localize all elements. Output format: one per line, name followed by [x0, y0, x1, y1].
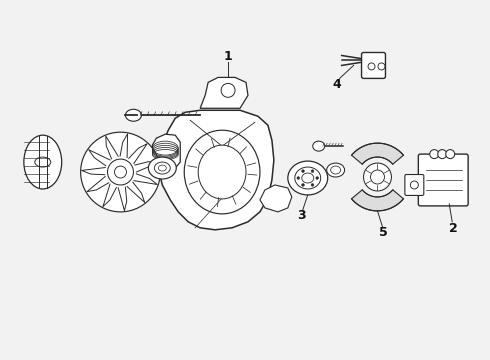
- Circle shape: [446, 150, 455, 159]
- Ellipse shape: [295, 167, 321, 189]
- Text: 1: 1: [224, 50, 232, 63]
- Ellipse shape: [302, 173, 314, 183]
- Circle shape: [370, 170, 385, 184]
- Ellipse shape: [313, 141, 325, 151]
- Text: 3: 3: [297, 210, 306, 222]
- Circle shape: [221, 84, 235, 97]
- Circle shape: [430, 150, 439, 159]
- Ellipse shape: [327, 163, 344, 177]
- Circle shape: [81, 132, 160, 212]
- Circle shape: [311, 170, 314, 172]
- Text: 2: 2: [449, 222, 458, 235]
- Circle shape: [378, 63, 385, 70]
- Circle shape: [302, 170, 304, 172]
- Polygon shape: [158, 110, 274, 230]
- Ellipse shape: [154, 162, 171, 174]
- Circle shape: [302, 184, 304, 186]
- FancyBboxPatch shape: [405, 175, 424, 195]
- Ellipse shape: [24, 135, 62, 189]
- Ellipse shape: [158, 165, 166, 171]
- Ellipse shape: [148, 157, 176, 179]
- Circle shape: [297, 177, 300, 179]
- Circle shape: [311, 184, 314, 186]
- Text: 5: 5: [379, 226, 388, 239]
- Circle shape: [438, 150, 447, 159]
- Polygon shape: [200, 77, 248, 108]
- Polygon shape: [152, 134, 180, 170]
- Circle shape: [410, 181, 418, 189]
- FancyBboxPatch shape: [362, 53, 386, 78]
- Ellipse shape: [331, 166, 341, 174]
- Circle shape: [115, 166, 126, 178]
- Polygon shape: [260, 185, 292, 212]
- Circle shape: [364, 163, 392, 191]
- Ellipse shape: [198, 145, 246, 199]
- Circle shape: [316, 177, 318, 179]
- Ellipse shape: [184, 130, 260, 214]
- Polygon shape: [351, 190, 403, 211]
- Circle shape: [368, 63, 375, 70]
- Ellipse shape: [125, 109, 142, 121]
- Polygon shape: [351, 143, 403, 164]
- Circle shape: [107, 159, 133, 185]
- FancyBboxPatch shape: [418, 154, 468, 206]
- Ellipse shape: [35, 157, 51, 167]
- Ellipse shape: [288, 161, 328, 195]
- Text: 4: 4: [332, 78, 341, 91]
